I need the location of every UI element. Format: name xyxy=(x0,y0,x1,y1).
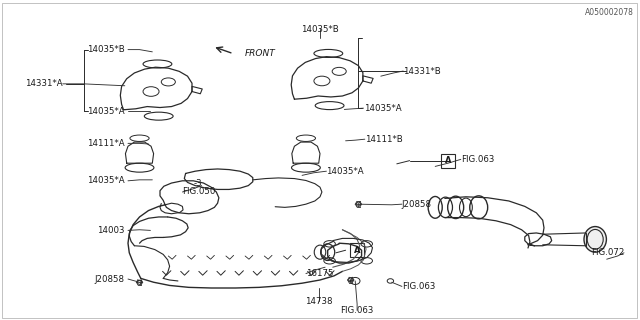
Text: 14035*A: 14035*A xyxy=(87,107,125,116)
Text: 16175: 16175 xyxy=(306,269,333,278)
Text: FIG.063: FIG.063 xyxy=(402,282,435,291)
Text: 14035*A: 14035*A xyxy=(364,104,401,113)
Text: 14035*B: 14035*B xyxy=(87,45,125,54)
Text: FRONT: FRONT xyxy=(245,49,276,58)
Text: 14331*B: 14331*B xyxy=(403,67,441,76)
Text: 14035*B: 14035*B xyxy=(301,25,339,34)
Text: 14331*A: 14331*A xyxy=(25,79,63,88)
Text: A: A xyxy=(354,246,360,255)
Ellipse shape xyxy=(584,227,607,252)
Text: 14111*B: 14111*B xyxy=(365,135,403,144)
Text: FIG.063: FIG.063 xyxy=(461,155,494,164)
Text: 14738: 14738 xyxy=(305,297,332,306)
Text: 14111*A: 14111*A xyxy=(87,139,125,148)
Text: J20858: J20858 xyxy=(95,275,125,284)
Text: A050002078: A050002078 xyxy=(585,8,634,17)
Text: -3: -3 xyxy=(193,179,202,188)
Text: J20858: J20858 xyxy=(402,200,432,209)
Text: 14035*A: 14035*A xyxy=(326,167,364,176)
Text: 14035*A: 14035*A xyxy=(87,176,125,185)
Text: FIG.072: FIG.072 xyxy=(591,248,624,257)
Text: 14003: 14003 xyxy=(97,226,125,235)
Text: A: A xyxy=(445,156,451,165)
Text: FIG.050: FIG.050 xyxy=(182,188,216,196)
Text: FIG.063: FIG.063 xyxy=(340,306,374,315)
